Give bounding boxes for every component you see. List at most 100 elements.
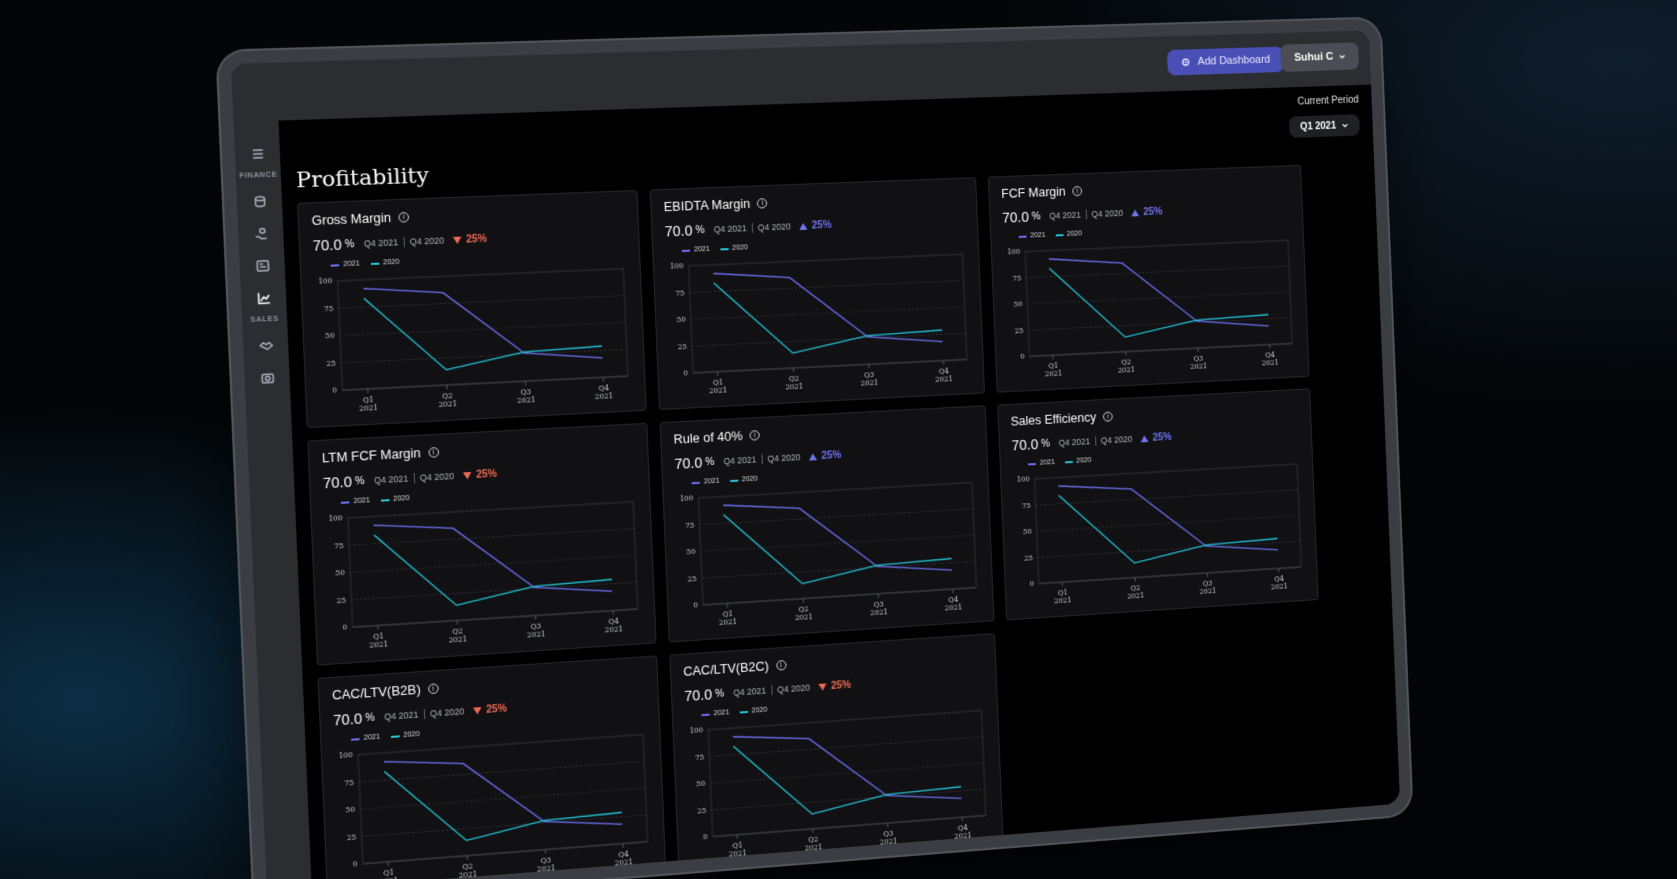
- legend-item[interactable]: 2021: [351, 734, 380, 743]
- kpi-card[interactable]: FCF Margin i 70.0 % Q4 2021 Q4 2020 25% …: [988, 165, 1310, 393]
- x-tick-label-year: 2021: [1271, 582, 1288, 591]
- legend-item[interactable]: 2020: [739, 707, 767, 716]
- y-tick-label: 25: [1024, 554, 1033, 562]
- report-icon[interactable]: [251, 255, 273, 277]
- info-icon[interactable]: i: [428, 683, 439, 694]
- kpi-card[interactable]: Rule of 40% i 70.0 % Q4 2021 Q4 2020 25%…: [660, 405, 995, 642]
- divider: [413, 473, 414, 483]
- kpi-card[interactable]: CAC/LTV(B2C) i 70.0 % Q4 2021 Q4 2020 25…: [669, 633, 1004, 875]
- period-value: Q1 2021: [1300, 120, 1337, 132]
- gridline: [701, 535, 974, 551]
- kpi-card[interactable]: Sales Efficiency i 70.0 % Q4 2021 Q4 202…: [997, 388, 1318, 620]
- x-tick-label-year: 2021: [369, 640, 388, 649]
- y-tick-label: 100: [670, 263, 684, 272]
- legend-item[interactable]: 2020: [370, 259, 399, 267]
- gridline: [339, 296, 625, 309]
- kpi-card[interactable]: EBIDTA Margin i 70.0 % Q4 2021 Q4 2020 2…: [650, 177, 985, 410]
- y-tick-label: 100: [1017, 476, 1030, 485]
- add-dashboard-button[interactable]: Add Dashboard: [1167, 47, 1284, 76]
- series-line-2021: [713, 264, 942, 353]
- camera-icon[interactable]: [256, 366, 278, 388]
- app-screen: Add Dashboard Suhui C FINANCE: [231, 30, 1400, 879]
- page-title: Profitability: [296, 163, 430, 193]
- info-icon[interactable]: i: [1072, 186, 1082, 196]
- chart-line-icon[interactable]: [253, 287, 275, 309]
- coins-icon[interactable]: [248, 190, 270, 212]
- legend-item[interactable]: 2021: [330, 260, 360, 268]
- legend-item[interactable]: 2021: [1019, 232, 1046, 240]
- gridline: [1026, 266, 1289, 278]
- kpi-card[interactable]: Gross Margin i 70.0 % Q4 2021 Q4 2020 25…: [297, 190, 647, 428]
- legend-item[interactable]: 2021: [692, 478, 720, 487]
- legend-item[interactable]: 2020: [720, 244, 748, 252]
- handshake-icon[interactable]: [255, 334, 277, 356]
- legend-item[interactable]: 2020: [380, 495, 409, 504]
- hand-money-icon[interactable]: [250, 222, 272, 244]
- legend-item[interactable]: 2021: [701, 709, 729, 718]
- y-tick-label: 0: [683, 370, 688, 378]
- period-b: Q4 2020: [410, 235, 445, 247]
- series-line-2021: [733, 721, 962, 816]
- legend-item[interactable]: 2020: [1065, 457, 1092, 465]
- legend-item[interactable]: 2021: [341, 497, 370, 506]
- sidebar-section-finance: FINANCE: [239, 171, 277, 180]
- x-tick-label-year: 2021: [935, 375, 953, 384]
- line-chart: 0255075100Q12021Q22021Q32021Q42021: [320, 495, 649, 658]
- info-icon[interactable]: i: [1103, 411, 1113, 421]
- legend-item[interactable]: 2020: [391, 731, 420, 740]
- legend-label: 2020: [1067, 230, 1082, 238]
- plot-area: [358, 734, 647, 863]
- kpi-card[interactable]: CAC/LTV(B2B) i 70.0 % Q4 2021 Q4 2020 25…: [318, 655, 667, 879]
- delta-value: 25%: [466, 233, 487, 245]
- series-line-2020: [374, 521, 612, 610]
- x-tick-label-year: 2021: [719, 618, 737, 627]
- gridline: [712, 789, 985, 810]
- kpi-card-grid: Gross Margin i 70.0 % Q4 2021 Q4 2020 25…: [297, 165, 1328, 879]
- stage: Add Dashboard Suhui C FINANCE: [0, 0, 1677, 879]
- legend-swatch: [370, 262, 379, 264]
- info-icon[interactable]: i: [428, 447, 439, 458]
- kpi-unit: %: [705, 456, 714, 468]
- legend-swatch: [1055, 234, 1063, 236]
- series-line-2020: [364, 288, 603, 374]
- triangle-up-icon: [1141, 435, 1149, 442]
- current-period-label: Current Period: [1297, 95, 1358, 108]
- legend-swatch: [720, 248, 728, 250]
- legend-label: 2020: [742, 476, 758, 484]
- info-icon[interactable]: i: [749, 430, 760, 441]
- legend-swatch: [701, 713, 709, 716]
- y-tick-label: 50: [335, 569, 345, 578]
- legend-item[interactable]: 2021: [1028, 459, 1055, 467]
- delta-badge: 25%: [809, 449, 841, 462]
- y-tick-label: 25: [1015, 327, 1024, 335]
- legend-label: 2021: [343, 260, 360, 268]
- user-menu-button[interactable]: Suhui C: [1280, 42, 1359, 72]
- menu-icon[interactable]: [246, 143, 268, 164]
- main-content: Profitability Current Period Q1 2021 Gro…: [279, 85, 1401, 879]
- kpi-card[interactable]: LTM FCF Margin i 70.0 % Q4 2021 Q4 2020 …: [307, 423, 656, 666]
- info-icon[interactable]: i: [398, 212, 409, 223]
- y-tick-label: 75: [685, 522, 694, 531]
- divider: [1095, 436, 1096, 446]
- series-line-2021: [1049, 250, 1269, 337]
- info-icon[interactable]: i: [757, 198, 767, 208]
- plot-area: [1025, 240, 1292, 356]
- y-tick-label: 100: [689, 727, 703, 736]
- legend-label: 2020: [403, 731, 420, 739]
- delta-badge: 25%: [1131, 206, 1162, 218]
- line-chart: 0255075100Q12021Q22021Q32021Q42021: [1009, 458, 1312, 613]
- y-tick-label: 25: [697, 807, 706, 816]
- card-title: Rule of 40%: [673, 429, 743, 447]
- legend-item[interactable]: 2021: [682, 246, 710, 254]
- delta-badge: 25%: [819, 679, 851, 692]
- period-select[interactable]: Q1 2021: [1288, 114, 1360, 138]
- info-icon[interactable]: i: [776, 660, 786, 671]
- delta-value: 25%: [486, 703, 507, 716]
- legend-item[interactable]: 2020: [730, 476, 758, 485]
- x-tick-label-year: 2021: [448, 635, 467, 644]
- legend-item[interactable]: 2020: [1055, 230, 1082, 238]
- y-tick-label: 0: [342, 624, 347, 633]
- x-tick-label-year: 2021: [517, 396, 536, 405]
- y-tick-label: 75: [1022, 502, 1031, 510]
- legend-label: 2020: [751, 707, 767, 715]
